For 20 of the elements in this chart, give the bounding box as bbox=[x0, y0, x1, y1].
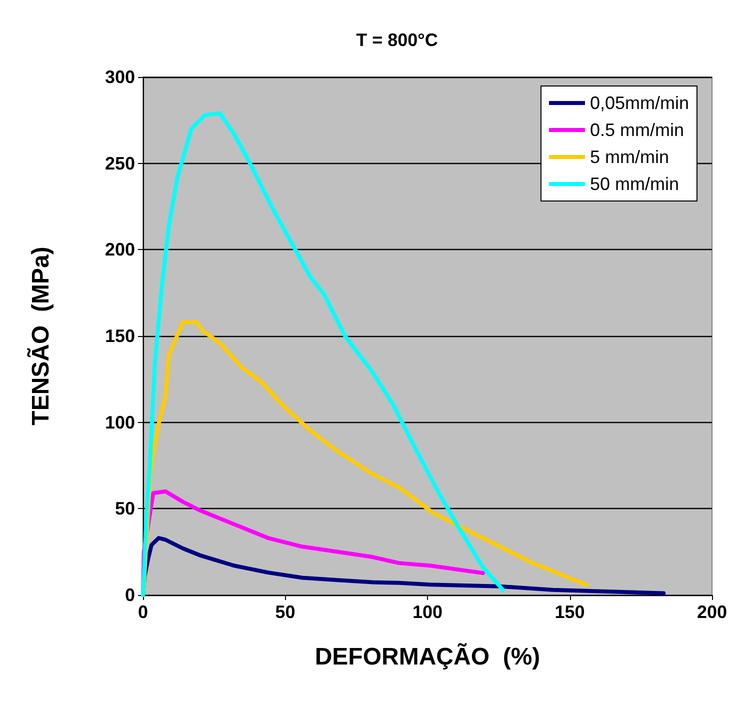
y-tick-label: 200 bbox=[104, 240, 135, 260]
legend-label: 0.5 mm/min bbox=[590, 120, 684, 140]
line-series bbox=[141, 111, 505, 597]
legend-label: 50 mm/min bbox=[590, 174, 679, 194]
y-tick-label: 50 bbox=[114, 498, 135, 519]
y-axis-title: TENSÃO (MPa) bbox=[26, 246, 54, 426]
x-tick-label: 150 bbox=[554, 602, 585, 622]
y-tick-label: 150 bbox=[104, 326, 135, 346]
x-tick-label: 200 bbox=[696, 602, 728, 622]
legend-label: 0,05mm/min bbox=[590, 93, 690, 113]
legend-label: 5 mm/min bbox=[590, 147, 669, 167]
chart-title: T = 800°C bbox=[356, 30, 438, 50]
x-tick-label: 100 bbox=[412, 602, 443, 622]
y-tick-label: 0 bbox=[124, 585, 135, 605]
x-tick-label: 50 bbox=[275, 602, 296, 622]
x-tick-label: 0 bbox=[138, 602, 148, 622]
x-axis-title: DEFORMAÇÃO (%) bbox=[314, 642, 540, 670]
y-tick-label: 100 bbox=[104, 412, 135, 432]
y-tick-label: 250 bbox=[104, 153, 135, 174]
y-tick-label: 300 bbox=[104, 67, 135, 87]
